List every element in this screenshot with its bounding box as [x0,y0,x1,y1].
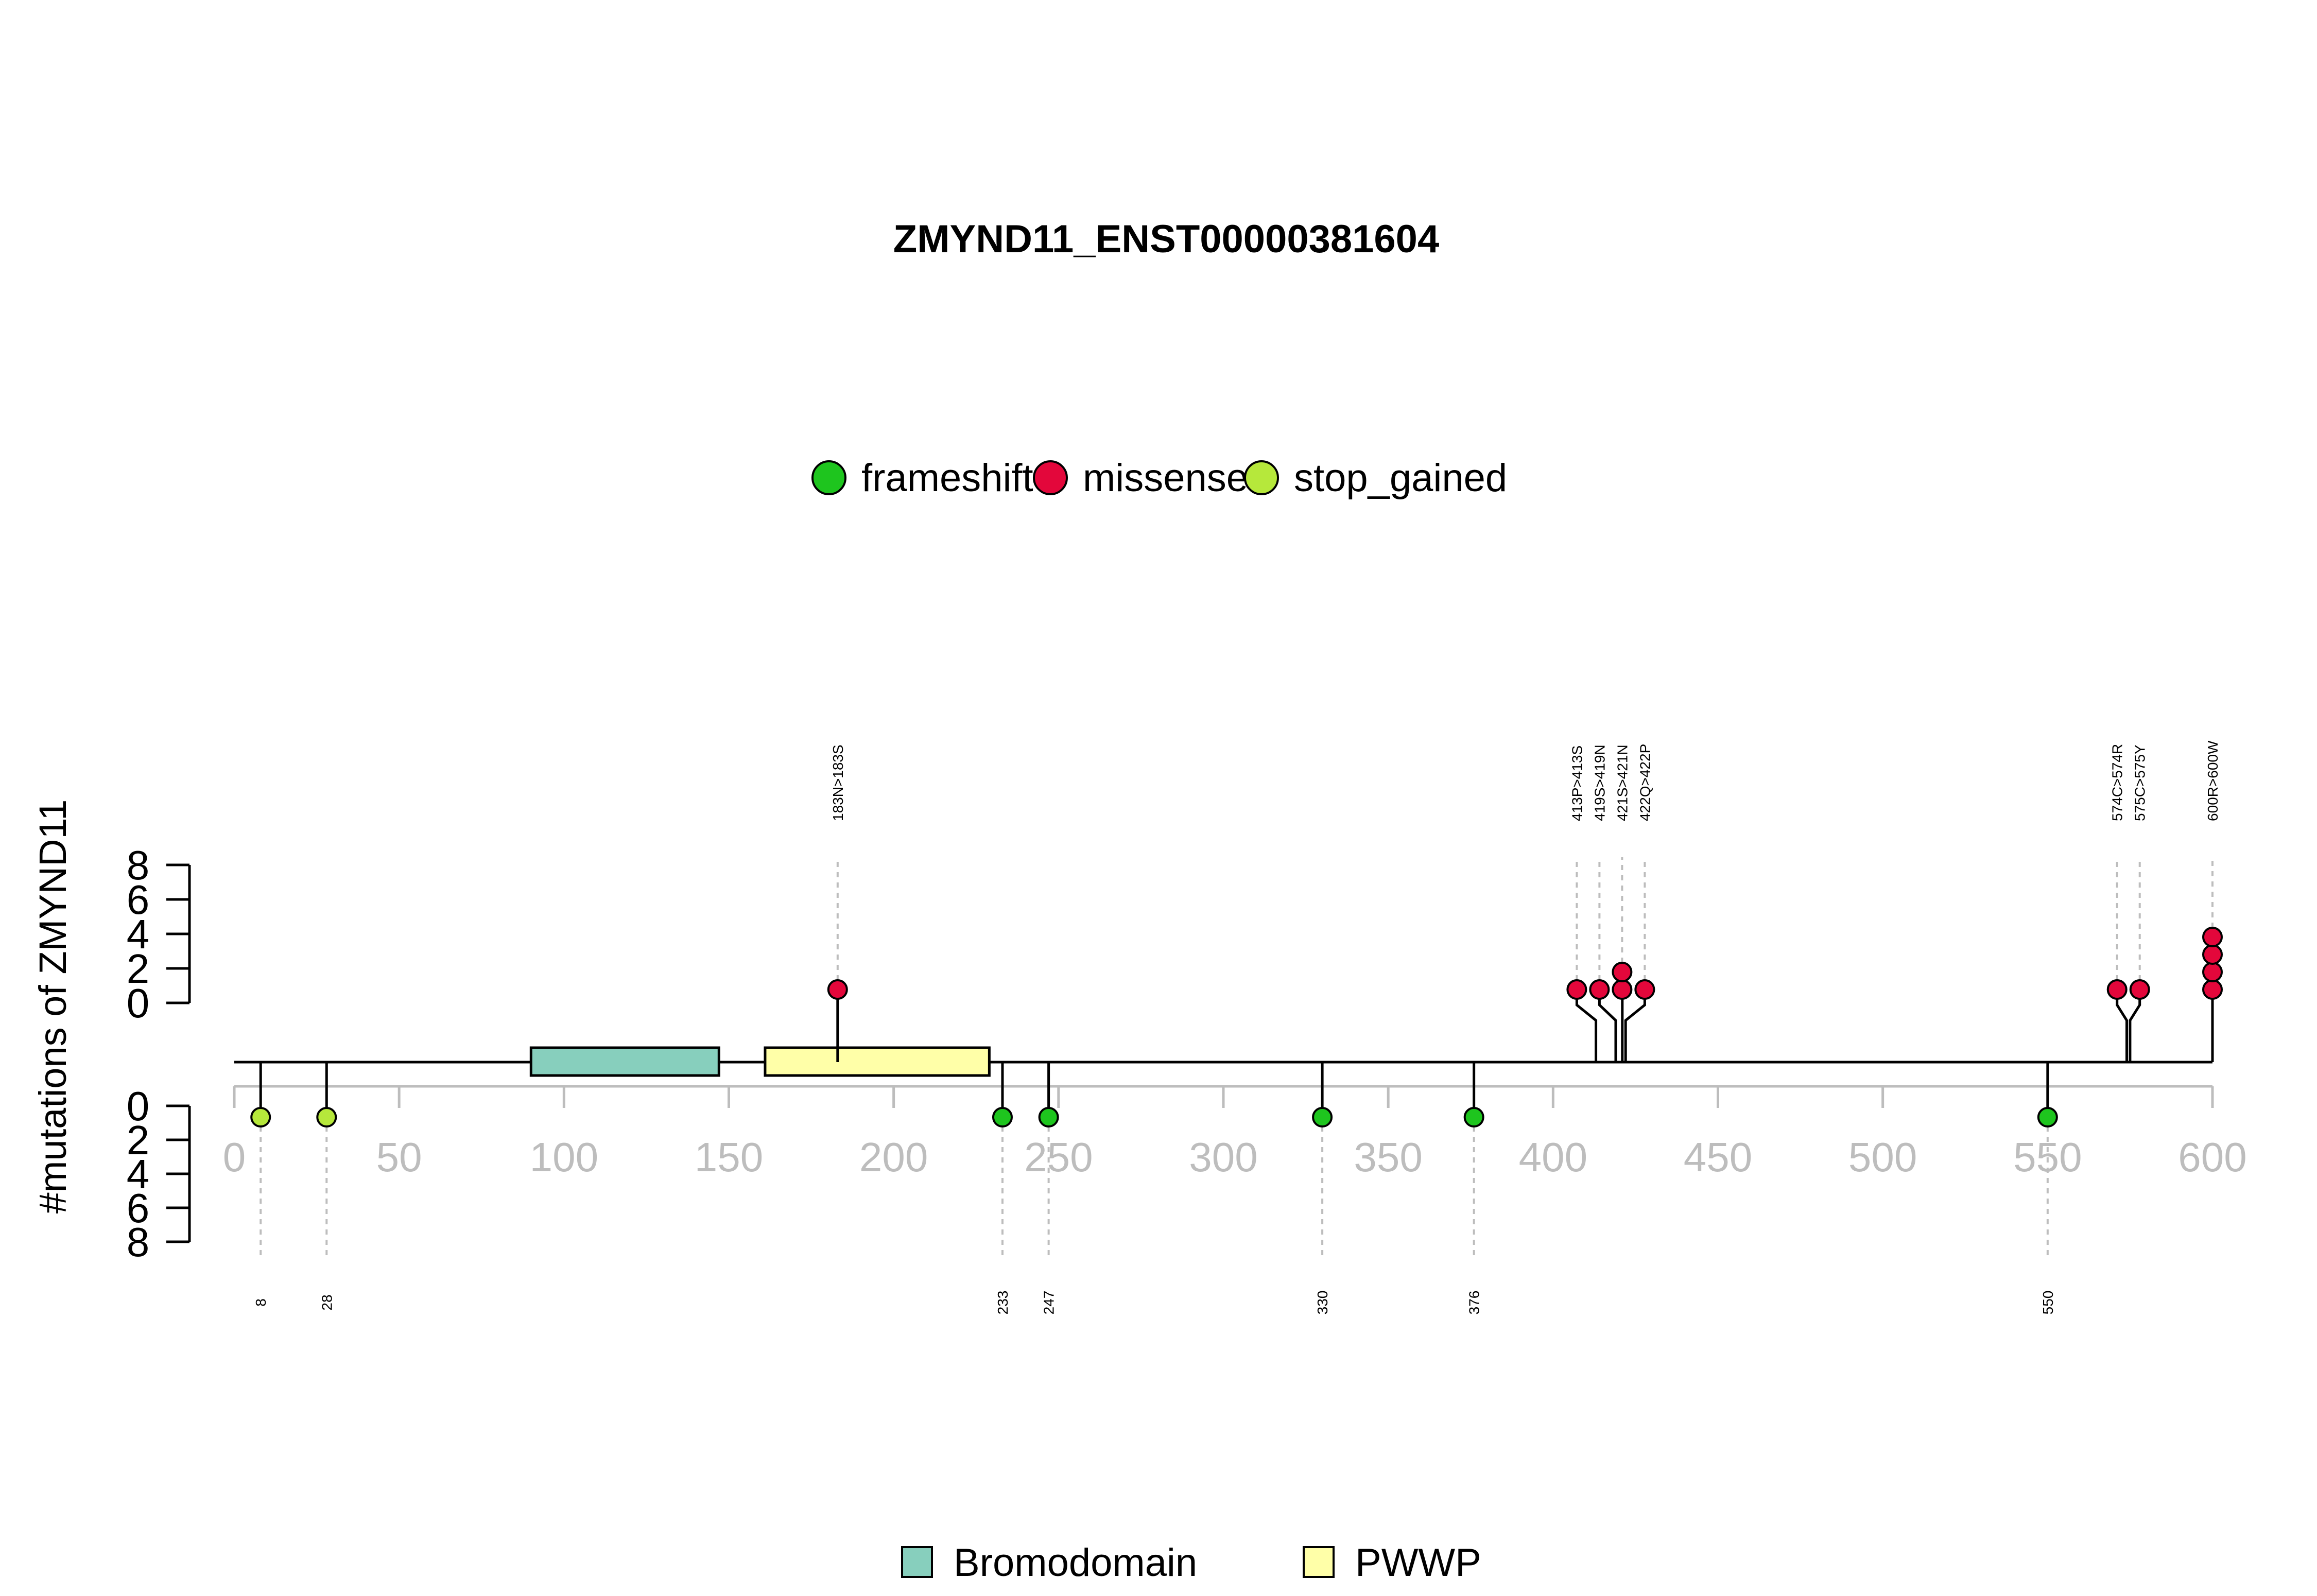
upper-point-419S>419N [1589,979,1610,1000]
upper-point-600R>600W [2202,927,2223,947]
y-upper-tick-label-6: 6 [127,877,150,923]
x-tick-label-250: 250 [1024,1134,1093,1180]
domain-bromodomain [529,1046,720,1077]
lower-point-8 [250,1107,271,1127]
lower-point-247 [1038,1107,1059,1127]
y-upper-tick-label-8: 8 [127,842,150,888]
upper-stem-574C>574R [2116,990,2129,1062]
y-lower-tick-label-6: 6 [127,1185,150,1231]
upper-label-421S>421N: 421S>421N [1614,744,1630,821]
y-lower-tick-label-8: 8 [127,1219,150,1265]
upper-point-600R>600W [2202,979,2223,1000]
y-lower-tick-label-2: 2 [127,1117,150,1163]
x-tick-label-0: 0 [223,1134,246,1180]
x-tick-label-300: 300 [1189,1134,1257,1180]
x-tick-label-600: 600 [2178,1134,2246,1180]
legend-marker-frameshift [811,460,846,495]
x-tick-label-450: 450 [1684,1134,1752,1180]
x-tick-label-350: 350 [1354,1134,1422,1180]
y-axis-label: #mutations of ZMYND11 [31,800,74,1214]
lower-label-376: 376 [1466,1291,1482,1315]
lower-point-233 [992,1107,1013,1127]
lower-label-550: 550 [2040,1291,2056,1315]
legend-top: frameshift missense stop_gained [811,456,1507,500]
protein-backbone [234,1046,2212,1077]
upper-label-419S>419N: 419S>419N [1592,744,1607,821]
x-tick-label-100: 100 [530,1134,598,1180]
x-tick-label-150: 150 [695,1134,763,1180]
legend-marker-missense [1033,460,1068,495]
lower-mutations: 8 28 233 247 330 376 550 [250,1062,2058,1315]
upper-point-413P>413S [1566,979,1587,1000]
upper-point-600R>600W [2202,944,2223,965]
legend-label-missense: missense [1083,456,1248,500]
upper-label-422Q>422P: 422Q>422P [1637,744,1653,821]
lower-label-8: 8 [253,1298,269,1307]
lower-label-233: 233 [995,1291,1011,1315]
upper-label-575C>575Y: 575C>575Y [2132,744,2148,821]
domain-pwwp [764,1046,991,1077]
upper-label-183N>183S: 183N>183S [830,744,846,821]
x-tick-label-50: 50 [376,1134,422,1180]
legend-label-stop_gained: stop_gained [1294,456,1507,500]
upper-point-600R>600W [2202,962,2223,982]
lower-point-376 [1463,1107,1484,1127]
x-tick-label-500: 500 [1848,1134,1917,1180]
upper-point-422Q>422P [1634,979,1655,1000]
legend-swatch-bromodomain [901,1546,933,1578]
upper-label-413P>413S: 413P>413S [1569,745,1585,821]
upper-mutations: 183N>183S 413P>413S 419S>419N 421S>421N 422Q… [827,740,2223,1062]
upper-point-421S>421N [1612,962,1633,982]
lower-label-330: 330 [1315,1291,1330,1315]
legend-marker-stop_gained [1244,460,1279,495]
legend-label-frameshift: frameshift [861,456,1033,500]
upper-point-574C>574R [2106,979,2128,1000]
y-upper-tick-label-0: 0 [127,980,150,1026]
upper-stem-419S>419N [1598,990,1617,1062]
legend-bottom: Bromodomain PWWP [901,1541,1481,1585]
upper-stem-422Q>422P [1624,990,1646,1062]
upper-stem-413P>413S [1575,990,1598,1062]
y-upper-tick-label-4: 4 [127,911,150,957]
upper-label-574C>574R: 574C>574R [2109,744,2125,821]
upper-point-421S>421N [1612,979,1633,1000]
lower-label-247: 247 [1041,1291,1057,1315]
upper-point-183N>183S [827,979,848,1000]
y-lower-tick-label-4: 4 [127,1151,150,1197]
chart-title: ZMYND11_ENST00000381604 [893,217,1439,261]
y-lower-tick-label-0: 0 [127,1083,150,1129]
y-upper-tick-label-2: 2 [127,946,150,992]
upper-label-600R>600W: 600R>600W [2205,740,2221,821]
x-axis: 0 50 100 150 200 250 300 350 400 450 500 550 600 [223,1085,2247,1180]
lower-point-550 [2037,1107,2058,1127]
upper-point-575C>575Y [2129,979,2150,1000]
upper-stem-575C>575Y [2129,990,2141,1062]
x-tick-label-200: 200 [859,1134,928,1180]
legend-label-pwwp: PWWP [1355,1541,1481,1585]
x-tick-label-400: 400 [1519,1134,1587,1180]
legend-label-bromodomain: Bromodomain [954,1541,1197,1585]
lower-point-28 [316,1107,337,1127]
legend-swatch-pwwp [1303,1546,1335,1578]
lower-point-330 [1312,1107,1333,1127]
lower-label-28: 28 [319,1294,335,1310]
